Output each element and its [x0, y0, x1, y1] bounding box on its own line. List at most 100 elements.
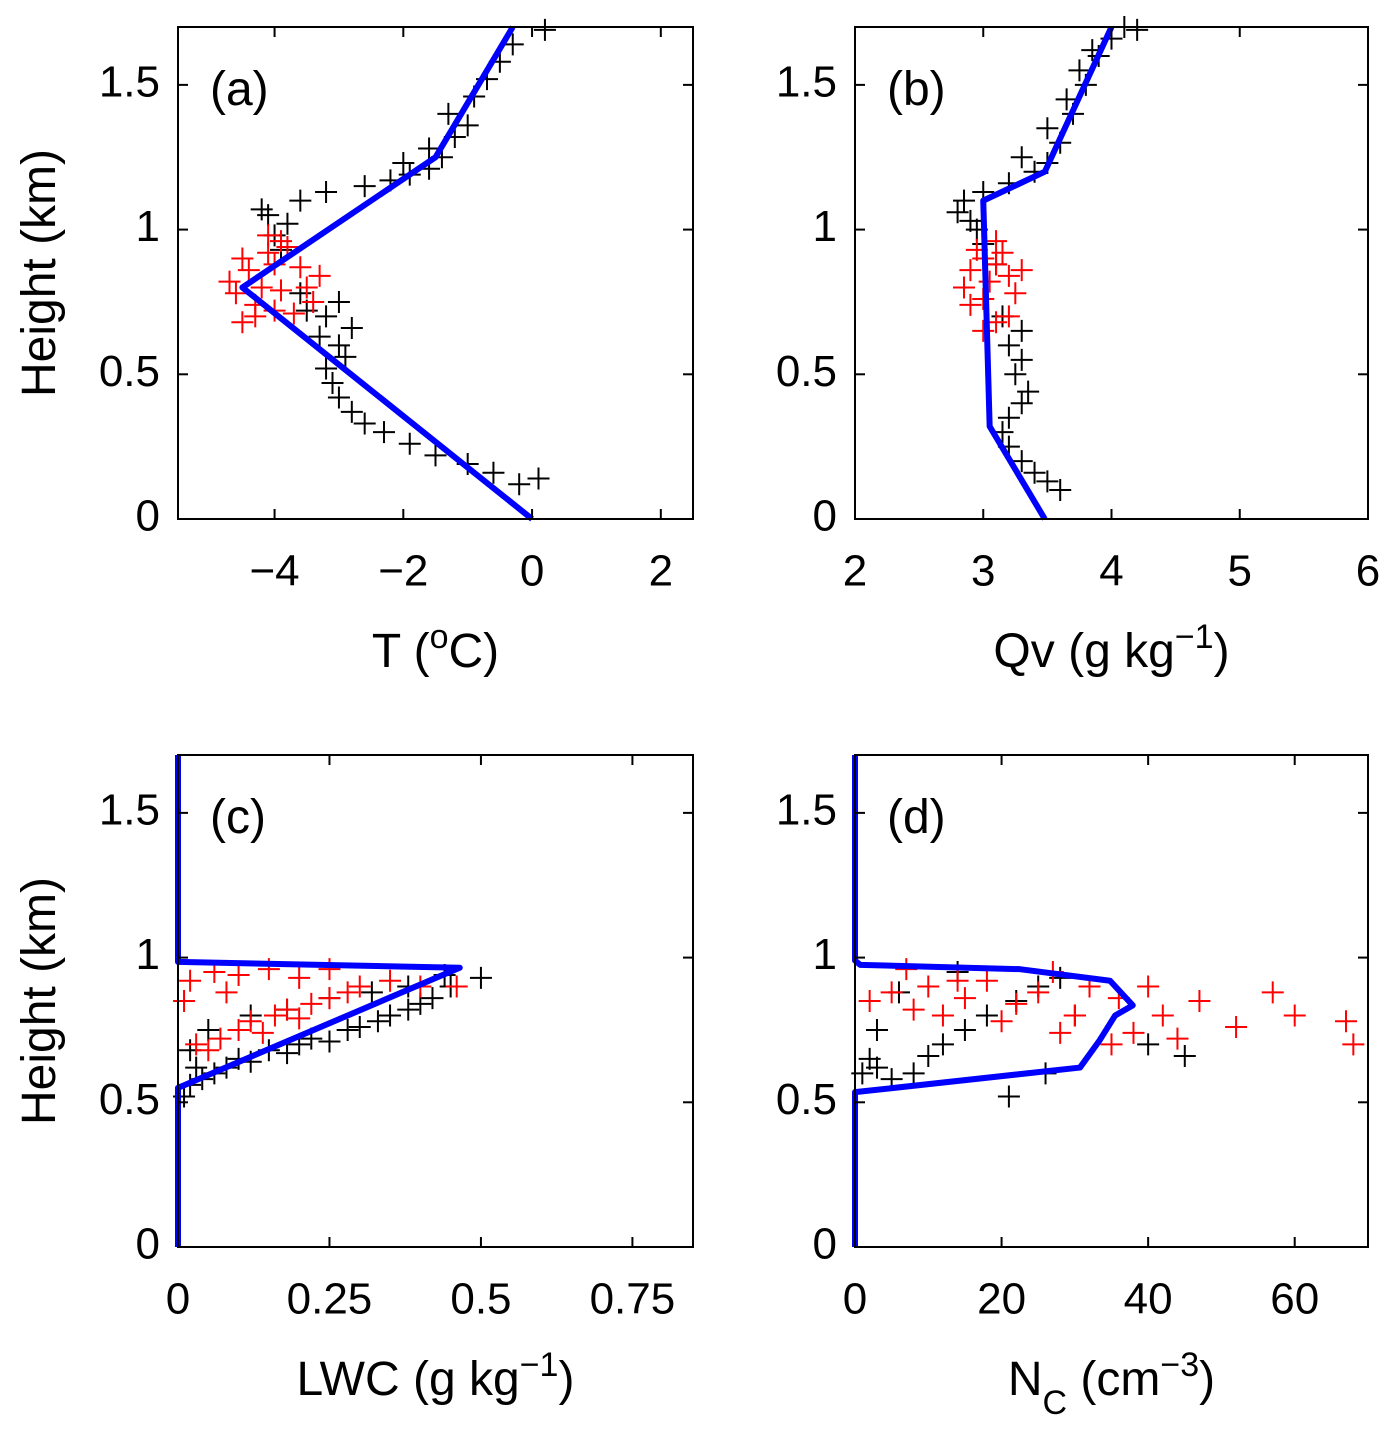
- plus-marker: [1010, 319, 1033, 342]
- y-tick-label: 1.5: [99, 58, 160, 107]
- plus-marker: [1010, 392, 1033, 415]
- y-tick-label: 0: [136, 1220, 160, 1269]
- y-tick-label: 0.5: [776, 347, 837, 396]
- plus-marker: [366, 1010, 389, 1033]
- label-sub: C: [1043, 1384, 1068, 1422]
- plus-marker: [336, 981, 359, 1004]
- plus-marker: [1342, 1033, 1365, 1056]
- plus-marker: [289, 256, 312, 279]
- plus-marker: [224, 282, 247, 305]
- plus-marker: [321, 371, 344, 394]
- plus-marker: [227, 1018, 250, 1041]
- plus-marker: [865, 1018, 888, 1041]
- y-tick-label: 1.5: [99, 786, 160, 835]
- y-tick-label: 0.5: [99, 1075, 160, 1124]
- plus-marker: [392, 152, 415, 175]
- panel-label: (d): [887, 791, 946, 844]
- x-tick-label: 0.5: [450, 1275, 511, 1324]
- plus-marker: [315, 180, 338, 203]
- plus-marker: [991, 241, 1014, 264]
- y-axis-label: Height (km): [13, 149, 66, 397]
- plus-marker: [959, 259, 982, 282]
- label-text: Qv (g kg: [993, 625, 1174, 678]
- plus-marker: [257, 204, 280, 227]
- plus-marker: [953, 276, 976, 299]
- plus-marker: [276, 1042, 299, 1065]
- y-tick-label: 0.5: [776, 1075, 837, 1124]
- plus-marker: [931, 1004, 954, 1027]
- plus-marker: [1063, 1004, 1086, 1027]
- plus-marker: [997, 406, 1020, 429]
- plus-marker: [197, 1018, 220, 1041]
- plus-marker: [318, 1030, 341, 1053]
- plus-marker: [975, 1004, 998, 1027]
- plus-marker: [340, 316, 363, 339]
- y-tick-label: 1: [813, 930, 837, 979]
- y-tick-label: 0.5: [99, 347, 160, 396]
- plus-marker: [931, 1033, 954, 1056]
- plus-marker: [398, 432, 421, 455]
- plus-marker: [340, 400, 363, 423]
- plus-marker: [288, 966, 311, 989]
- plus-marker: [997, 264, 1020, 287]
- label-sup: o: [430, 618, 449, 656]
- plus-marker: [1068, 59, 1091, 82]
- plus-marker: [295, 276, 318, 299]
- label-text: (cm: [1067, 1353, 1160, 1406]
- plus-marker: [379, 969, 402, 992]
- panel-label: (b): [887, 63, 946, 116]
- x-tick-label: 60: [1270, 1275, 1319, 1324]
- plus-marker: [1100, 1033, 1123, 1056]
- x-tick-label: 4: [1099, 547, 1123, 596]
- plus-marker: [865, 1056, 888, 1079]
- plus-marker: [1335, 1010, 1358, 1033]
- plus-marker: [946, 969, 969, 992]
- x-tick-label: 2: [843, 547, 867, 596]
- label-text: ): [558, 1353, 574, 1406]
- plus-marker: [348, 1016, 371, 1039]
- plus-marker: [1049, 479, 1072, 502]
- profile-line: [852, 755, 1136, 1247]
- plus-marker: [1010, 450, 1033, 473]
- label-sup: −1: [1175, 618, 1214, 656]
- x-axis-label: NC (cm−3): [1008, 1346, 1215, 1422]
- plus-marker: [917, 1044, 940, 1067]
- plus-marker: [237, 259, 260, 282]
- panel: 0 20 40 60 0 0.5 1 1.5 (d) NC (cm−3): [776, 754, 1369, 1422]
- plus-marker: [218, 270, 241, 293]
- plus-marker: [1036, 470, 1059, 493]
- y-tick-label: 0: [136, 492, 160, 541]
- plus-marker: [1005, 992, 1028, 1015]
- plus-marker: [360, 981, 383, 1004]
- plus-marker: [1188, 990, 1211, 1012]
- plus-marker: [1055, 88, 1078, 111]
- profile-line: [980, 25, 1115, 521]
- plus-marker: [880, 981, 903, 1004]
- plus-marker: [318, 987, 341, 1010]
- plus-marker: [302, 290, 325, 313]
- plus-marker: [282, 302, 305, 325]
- plus-marker: [179, 969, 202, 992]
- profile-line: [239, 25, 534, 522]
- plus-marker: [997, 334, 1020, 357]
- plus-marker: [469, 966, 492, 989]
- plus-marker: [250, 276, 273, 299]
- plus-marker: [424, 444, 447, 467]
- plus-marker: [1122, 1021, 1145, 1044]
- plus-marker: [334, 345, 357, 368]
- x-tick-label: −4: [249, 547, 299, 596]
- axes-box: [177, 754, 694, 1248]
- plus-marker: [327, 386, 350, 409]
- plus-marker: [379, 1004, 402, 1027]
- plus-marker: [1004, 363, 1027, 386]
- label-text: C): [449, 625, 500, 678]
- plus-marker: [508, 473, 531, 496]
- y-tick-label: 1.5: [776, 786, 837, 835]
- y-tick-label: 1: [813, 202, 837, 251]
- x-tick-label: 2: [649, 547, 673, 596]
- plus-marker: [251, 1021, 274, 1044]
- plus-marker: [315, 357, 338, 380]
- plus-marker: [373, 421, 395, 444]
- plus-marker: [953, 987, 976, 1010]
- plus-marker: [1151, 1004, 1174, 1027]
